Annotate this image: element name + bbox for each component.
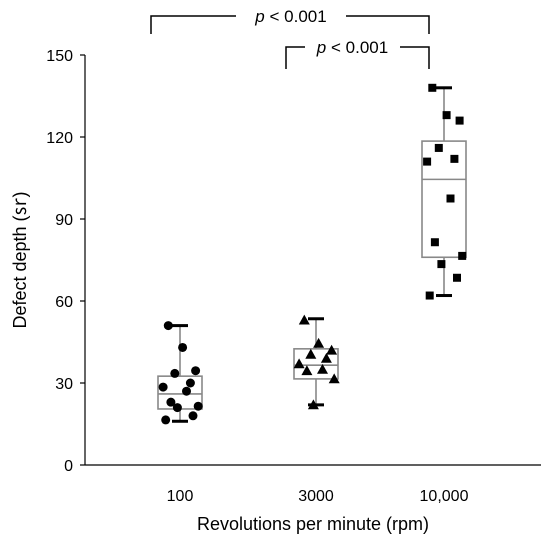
y-tick-label: 120 (46, 130, 73, 147)
data-point-square (425, 291, 434, 300)
data-point-triangle (298, 314, 310, 325)
bracket-left (150, 15, 236, 34)
data-point-circle (193, 401, 203, 411)
data-point-circle (161, 415, 171, 425)
data-point-triangle (305, 348, 317, 359)
iqr-box (421, 140, 467, 259)
box-groups (157, 83, 467, 425)
p-symbol: p (254, 7, 264, 26)
data-point-triangle (317, 363, 328, 374)
data-point-square (450, 154, 459, 163)
p-symbol: p (316, 38, 326, 57)
iqr-box (293, 348, 339, 380)
box-group-10000 (421, 83, 467, 300)
data-point-circle (163, 321, 173, 331)
data-point-circle (170, 368, 180, 378)
y-tick-label: 150 (46, 48, 73, 65)
x-tick-label: 3000 (298, 488, 334, 505)
x-tick-label: 10,000 (420, 488, 469, 505)
bracket-left (285, 46, 305, 69)
data-point-square (442, 111, 451, 120)
data-point-triangle (326, 344, 338, 355)
significance-bracket: p < 0.001 (150, 7, 430, 34)
data-point-triangle (320, 352, 332, 363)
data-point-circle (158, 382, 168, 392)
y-axis-title: Defect depth (㏛) (10, 191, 30, 328)
data-point-square (428, 83, 437, 92)
p-value-text: < 0.001 (326, 38, 388, 57)
data-point-circle (172, 403, 182, 413)
box-group-100 (157, 321, 203, 425)
data-point-circle (191, 366, 201, 376)
bracket-right (400, 46, 430, 69)
y-tick-label: 60 (55, 294, 73, 311)
x-axis-tick-labels: 100 3000 10,000 (167, 488, 469, 505)
y-tick-label: 0 (64, 458, 73, 475)
data-point-triangle (307, 399, 319, 410)
box-group-3000 (293, 314, 340, 410)
data-point-triangle (313, 337, 325, 348)
data-point-circle (166, 397, 176, 407)
significance-label: p < 0.001 (316, 38, 388, 57)
bracket-right (346, 15, 430, 34)
data-point-square (455, 116, 464, 125)
data-point-circle (178, 342, 188, 352)
y-tick-label: 30 (55, 376, 73, 393)
y-tick-label: 90 (55, 212, 73, 229)
data-point-square (453, 273, 461, 282)
data-point-circle (185, 378, 195, 388)
x-axis-title: Revolutions per minute (rpm) (197, 514, 429, 534)
x-tick-label: 100 (167, 488, 194, 505)
data-point-square (437, 260, 446, 269)
data-point-triangle (328, 373, 340, 384)
significance-label: p < 0.001 (254, 7, 326, 26)
data-point-square (434, 143, 443, 152)
data-point-triangle (293, 358, 305, 369)
significance-bracket: p < 0.001 (285, 38, 430, 69)
data-point-square (446, 194, 455, 203)
data-point-circle (182, 386, 191, 396)
data-point-triangle (301, 365, 313, 376)
p-value-text: < 0.001 (265, 7, 327, 26)
y-axis-ticks: 0 30 60 90 120 150 (46, 48, 85, 475)
data-point-square (458, 251, 467, 260)
data-point-square (423, 157, 432, 166)
data-point-square (430, 238, 439, 247)
data-point-circle (188, 411, 198, 421)
